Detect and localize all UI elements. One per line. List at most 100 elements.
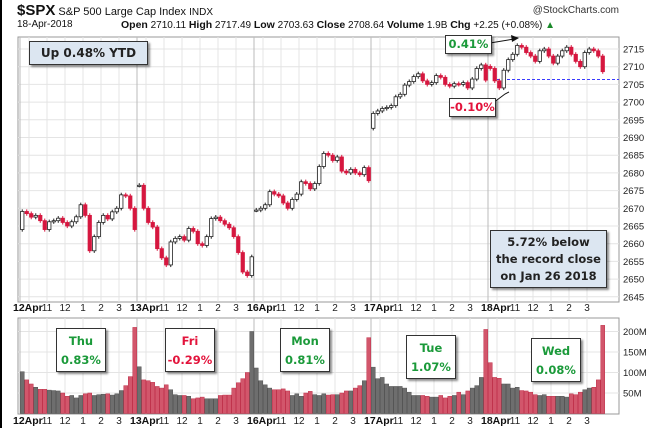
candle-body: [371, 113, 376, 129]
volume-bar: [555, 396, 560, 414]
candle-body: [528, 52, 533, 57]
volume-bar: [173, 394, 178, 414]
volume-bar: [362, 380, 367, 414]
candle-body: [488, 65, 493, 69]
volume-bar: [443, 397, 448, 414]
candle-body: [231, 227, 236, 238]
volume-bar: [344, 390, 349, 414]
volume-bar: [461, 394, 466, 414]
volume-bar: [294, 393, 299, 414]
price-tick-label: 2705: [623, 80, 644, 91]
x-tick-label: 3: [350, 416, 356, 427]
x-tick-day-label: 18Apr: [481, 302, 511, 314]
price-tick-label: 2665: [623, 222, 644, 233]
candle-body: [429, 82, 434, 85]
candle-body: [524, 46, 529, 53]
candle-body: [164, 257, 169, 266]
candle-body: [258, 207, 263, 211]
volume-bar: [393, 386, 398, 414]
x-tick-label: 11: [276, 303, 287, 314]
volume-bar: [204, 398, 209, 414]
day-label: Thu: [68, 334, 94, 348]
candle-body: [569, 46, 574, 55]
x-tick-label: 12: [293, 416, 305, 427]
x-tick-label: 11: [393, 303, 404, 314]
volume-bar: [326, 394, 331, 414]
low-label: Low: [253, 19, 275, 31]
volume-bar: [537, 395, 542, 414]
volume-bar: [519, 390, 524, 414]
volume-bar: [285, 390, 290, 414]
volume-bar: [20, 371, 25, 414]
candle-body: [357, 172, 362, 176]
record-line-3: on Jan 26 2018: [500, 269, 597, 283]
volume-bar: [222, 394, 227, 414]
price-tick-label: 2680: [623, 168, 644, 179]
candle-body: [263, 204, 268, 209]
candle-body: [506, 59, 511, 71]
x-tick-label: 12: [410, 303, 422, 314]
volume-bar: [78, 395, 83, 414]
volume-bar: [524, 390, 529, 414]
volume-bar: [92, 395, 97, 414]
candle-body: [105, 214, 110, 220]
candle-body: [137, 184, 142, 187]
volume-bar: [146, 380, 151, 414]
x-tick-label: 2: [566, 416, 572, 427]
volume-bar: [546, 396, 551, 414]
candle-body: [425, 80, 430, 85]
candle-body: [65, 222, 70, 227]
volume-bar: [429, 396, 434, 414]
volume-bar: [38, 389, 43, 414]
x-tick-label: 12: [59, 303, 71, 314]
candle-body: [407, 81, 412, 86]
x-tick-label: 11: [159, 303, 170, 314]
candle-body: [47, 221, 52, 230]
volume-bar: [155, 386, 160, 414]
x-tick-label: 3: [584, 416, 590, 427]
price-tick-label: 2690: [623, 133, 644, 144]
candle-body: [128, 195, 133, 209]
volume-label: Volume: [386, 19, 425, 31]
volume-bar: [420, 395, 425, 414]
candle-body: [483, 64, 488, 81]
candle-body: [60, 217, 65, 223]
candle-body: [582, 52, 587, 68]
volume-bar: [272, 389, 277, 414]
volume-bar: [195, 397, 200, 414]
candle-body: [236, 236, 241, 253]
x-tick-label: 1: [80, 416, 86, 427]
candle-body: [434, 75, 439, 84]
candle-body: [119, 194, 124, 209]
candle-body: [596, 50, 601, 57]
volume-tick-label: 200M: [623, 327, 647, 338]
x-tick-label: 12: [410, 416, 422, 427]
volume-bar: [465, 390, 470, 414]
candle-body: [83, 204, 88, 216]
volume-tick-label: 50M: [623, 389, 642, 400]
volume-bar: [164, 384, 169, 414]
candle-body: [384, 107, 389, 110]
x-tick-label: 3: [467, 416, 473, 427]
candle-body: [465, 82, 470, 89]
volume-bar: [497, 377, 502, 414]
candle-body: [285, 202, 290, 209]
candle-body: [591, 48, 596, 52]
chg-value: +2.25 (+0.08%): [473, 20, 543, 31]
candle-body: [227, 223, 232, 229]
candle-body: [146, 207, 151, 223]
exchange: INDX: [189, 7, 214, 18]
volume-bar: [69, 395, 74, 414]
candle-body: [438, 75, 443, 78]
candle-body: [191, 228, 196, 232]
candle-body: [249, 256, 254, 276]
candle-body: [114, 207, 119, 213]
volume-bar: [276, 389, 281, 414]
x-tick-day-label: 13Apr: [130, 415, 160, 427]
candle-body: [182, 236, 187, 241]
candle-body: [123, 194, 128, 197]
quote-date: 18-Apr-2018: [17, 19, 73, 30]
candle-body: [101, 214, 106, 223]
volume-bar: [371, 366, 376, 414]
candle-body: [87, 214, 92, 252]
